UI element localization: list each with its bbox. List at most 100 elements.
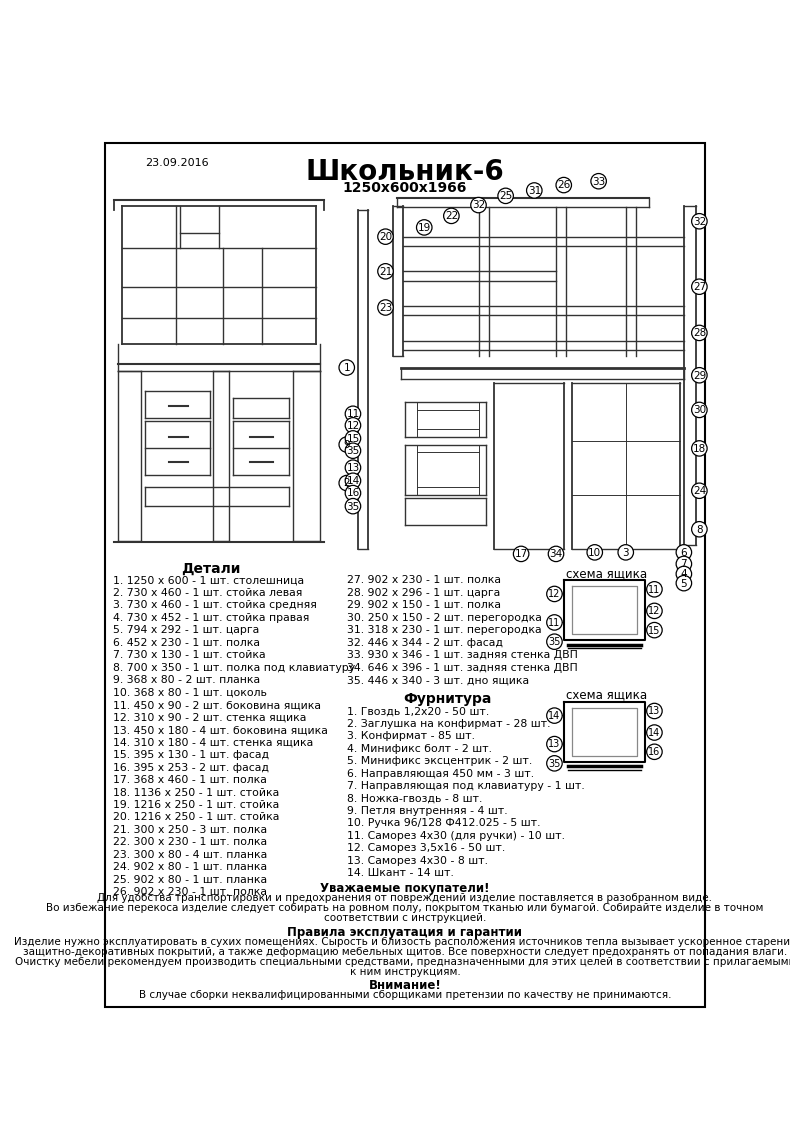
Circle shape <box>345 430 361 446</box>
Circle shape <box>691 483 707 498</box>
Text: 9: 9 <box>344 440 350 450</box>
Text: 5. Минификс эксцентрик - 2 шт.: 5. Минификс эксцентрик - 2 шт. <box>347 756 532 766</box>
Circle shape <box>416 220 432 236</box>
Circle shape <box>345 418 361 434</box>
Text: 14. 310 х 180 - 4 шт. стенка ящика: 14. 310 х 180 - 4 шт. стенка ящика <box>113 737 313 748</box>
Circle shape <box>691 440 707 456</box>
Text: 13. 450 х 180 - 4 шт. боковина ящика: 13. 450 х 180 - 4 шт. боковина ящика <box>113 725 328 735</box>
Text: 13. Саморез 4х30 - 8 шт.: 13. Саморез 4х30 - 8 шт. <box>347 856 487 866</box>
Circle shape <box>378 229 393 245</box>
Circle shape <box>647 703 662 719</box>
Text: 23.09.2016: 23.09.2016 <box>145 158 209 168</box>
Circle shape <box>691 325 707 340</box>
Text: 1: 1 <box>344 363 350 373</box>
Text: 28. 902 х 296 - 1 шт. царга: 28. 902 х 296 - 1 шт. царга <box>347 588 500 597</box>
Text: защитно-декоративных покрытий, а также деформацию мебельных щитов. Все поверхнос: защитно-декоративных покрытий, а также д… <box>23 947 787 957</box>
Circle shape <box>339 437 355 452</box>
Text: 17. 368 х 460 - 1 шт. полка: 17. 368 х 460 - 1 шт. полка <box>113 775 266 785</box>
Text: 31. 318 х 230 - 1 шт. перегородка: 31. 318 х 230 - 1 шт. перегородка <box>347 626 541 635</box>
Text: Правила эксплуатация и гарантии: Правила эксплуатация и гарантии <box>288 926 522 939</box>
Circle shape <box>691 279 707 295</box>
Text: 27: 27 <box>693 282 706 292</box>
Text: 24. 902 х 80 - 1 шт. планка: 24. 902 х 80 - 1 шт. планка <box>113 863 267 873</box>
Text: 12: 12 <box>346 421 359 430</box>
Text: 10. 368 х 80 - 1 шт. цоколь: 10. 368 х 80 - 1 шт. цоколь <box>113 687 266 698</box>
Text: соответствии с инструкцией.: соответствии с инструкцией. <box>324 913 486 923</box>
Text: 1. 1250 х 600 - 1 шт. столешница: 1. 1250 х 600 - 1 шт. столешница <box>113 576 304 585</box>
Text: 11: 11 <box>649 585 660 595</box>
Circle shape <box>676 576 691 591</box>
Circle shape <box>345 486 361 501</box>
Text: 4. Минификс болт - 2 шт.: 4. Минификс болт - 2 шт. <box>347 743 491 753</box>
Text: 12: 12 <box>649 607 660 617</box>
Circle shape <box>676 567 691 582</box>
Circle shape <box>345 443 361 459</box>
Text: Уважаемые покупатели!: Уважаемые покупатели! <box>320 882 490 894</box>
Circle shape <box>345 406 361 421</box>
Text: 11: 11 <box>548 618 561 628</box>
Text: Школьник-6: Школьник-6 <box>306 158 504 187</box>
Text: 25: 25 <box>499 191 512 201</box>
Text: 14: 14 <box>649 728 660 737</box>
Text: 7: 7 <box>680 559 687 569</box>
Text: к ним инструкциям.: к ним инструкциям. <box>349 966 461 976</box>
Circle shape <box>647 725 662 740</box>
Text: 22: 22 <box>445 212 458 221</box>
Text: Изделие нужно эксплуатировать в сухих помещениях. Сырость и близость расположени: Изделие нужно эксплуатировать в сухих по… <box>13 937 790 947</box>
Text: 28: 28 <box>693 328 706 338</box>
Text: Детали: Детали <box>182 561 241 576</box>
Circle shape <box>339 476 355 490</box>
Text: 35: 35 <box>548 759 561 769</box>
Text: схема ящика: схема ящика <box>566 567 647 580</box>
Circle shape <box>345 460 361 476</box>
Circle shape <box>676 556 691 571</box>
Text: 19: 19 <box>418 223 431 233</box>
Circle shape <box>547 756 562 772</box>
Text: 34: 34 <box>549 550 562 559</box>
Text: 3: 3 <box>623 547 629 558</box>
Text: 32: 32 <box>693 216 706 226</box>
Text: 14: 14 <box>548 711 561 721</box>
Text: Фурнитура: Фурнитура <box>404 692 491 707</box>
Text: 3. 730 х 460 - 1 шт. стойка средняя: 3. 730 х 460 - 1 шт. стойка средняя <box>113 601 317 610</box>
Circle shape <box>514 546 529 561</box>
Text: 9. 368 х 80 - 2 шт. планка: 9. 368 х 80 - 2 шт. планка <box>113 675 260 685</box>
Circle shape <box>547 615 562 630</box>
Text: 14. Шкант - 14 шт.: 14. Шкант - 14 шт. <box>347 868 453 879</box>
Text: 30. 250 х 150 - 2 шт. перегородка: 30. 250 х 150 - 2 шт. перегородка <box>347 613 542 622</box>
Text: 25. 902 х 80 - 1 шт. планка: 25. 902 х 80 - 1 шт. планка <box>113 875 267 885</box>
Text: Очистку мебели рекомендуем производить специальными средствами, предназначенными: Очистку мебели рекомендуем производить с… <box>15 957 790 966</box>
Text: 24: 24 <box>693 486 706 496</box>
Text: 1. Гвоздь 1,2х20 - 50 шт.: 1. Гвоздь 1,2х20 - 50 шт. <box>347 707 489 716</box>
Text: 20. 1216 х 250 - 1 шт. стойка: 20. 1216 х 250 - 1 шт. стойка <box>113 813 279 823</box>
Text: 6: 6 <box>680 547 687 558</box>
Text: 13: 13 <box>346 463 359 473</box>
Circle shape <box>691 521 707 537</box>
Text: 22. 300 х 230 - 1 шт. полка: 22. 300 х 230 - 1 шт. полка <box>113 838 267 848</box>
Text: 31: 31 <box>528 185 541 196</box>
Circle shape <box>691 402 707 418</box>
Text: 16: 16 <box>649 748 660 757</box>
Text: 26. 902 х 230 - 1 шт. полка: 26. 902 х 230 - 1 шт. полка <box>113 888 267 897</box>
Text: Внимание!: Внимание! <box>368 979 442 992</box>
Text: 33: 33 <box>592 176 605 187</box>
Text: 29. 902 х 150 - 1 шт. полка: 29. 902 х 150 - 1 шт. полка <box>347 601 501 610</box>
Text: 17: 17 <box>514 550 528 559</box>
Circle shape <box>691 214 707 229</box>
Text: 4: 4 <box>680 569 687 579</box>
Text: 27. 902 х 230 - 1 шт. полка: 27. 902 х 230 - 1 шт. полка <box>347 576 501 585</box>
Text: 2. Заглушка на конфирмат - 28 шт.: 2. Заглушка на конфирмат - 28 шт. <box>347 719 551 728</box>
Circle shape <box>444 208 459 223</box>
Text: 9. Петля внутренняя - 4 шт.: 9. Петля внутренняя - 4 шт. <box>347 806 507 816</box>
Text: 35: 35 <box>346 502 359 512</box>
Circle shape <box>647 603 662 619</box>
Text: 13: 13 <box>649 707 660 716</box>
Text: 8: 8 <box>696 525 702 535</box>
Text: 14: 14 <box>346 476 359 486</box>
Circle shape <box>547 708 562 724</box>
Text: 8. 700 х 350 - 1 шт. полка под клавиатуру: 8. 700 х 350 - 1 шт. полка под клавиатур… <box>113 662 355 673</box>
Circle shape <box>471 197 487 213</box>
Circle shape <box>345 498 361 514</box>
Text: 10. Ручка 96/128 Ф412.025 - 5 шт.: 10. Ручка 96/128 Ф412.025 - 5 шт. <box>347 818 540 828</box>
Text: 11: 11 <box>346 410 359 419</box>
